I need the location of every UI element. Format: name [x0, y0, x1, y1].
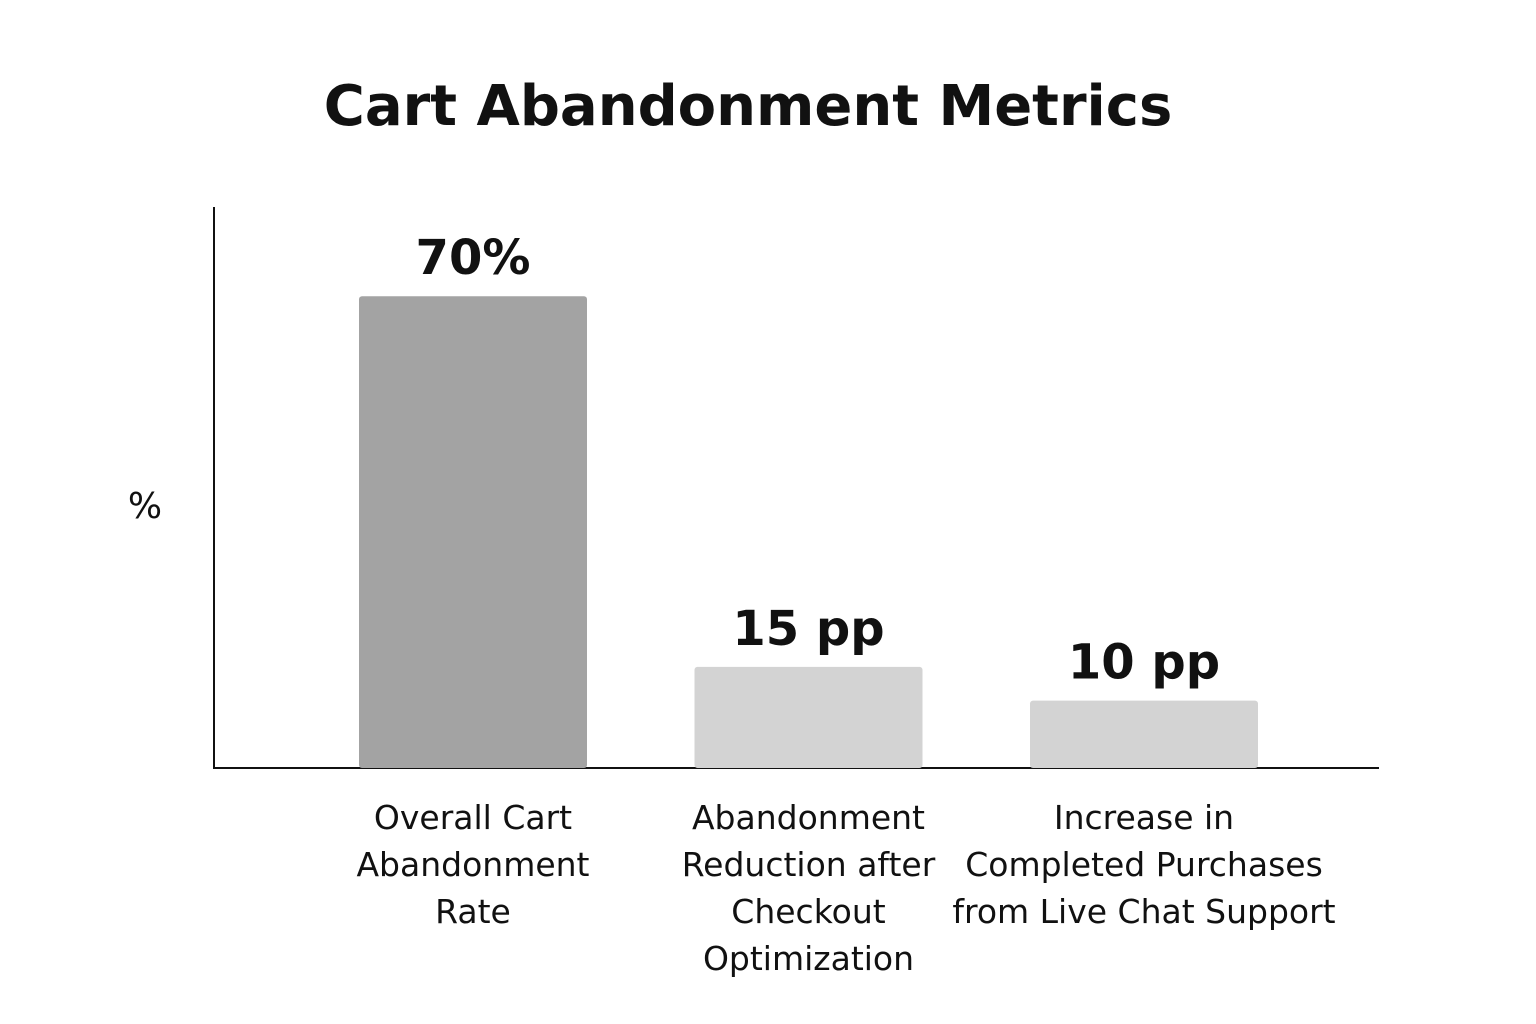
category-label-line: Completed Purchases	[965, 845, 1323, 884]
category-label-line: Abandonment	[356, 845, 589, 884]
category-label-2: Abandonment Reduction after Checkout Optimi…	[682, 798, 936, 978]
category-labels: Overall Cart Abandonment Rate Abandonment Re…	[356, 798, 1335, 978]
value-labels: 70% 15 pp 10 pp	[416, 230, 1221, 690]
bar-value-label-3: 10 pp	[1068, 635, 1220, 691]
category-label-line: Optimization	[703, 939, 914, 978]
bar-3	[1030, 700, 1258, 768]
category-label-line: Abandonment	[692, 798, 925, 837]
chart-title: Cart Abandonment Metrics	[324, 74, 1173, 139]
category-label-line: Overall Cart	[374, 798, 572, 837]
category-label-line: from Live Chat Support	[952, 892, 1335, 931]
bar-value-label-2: 15 pp	[732, 601, 884, 657]
category-label-line: Checkout	[731, 892, 885, 931]
bars	[359, 296, 1258, 768]
category-label-line: Rate	[435, 892, 511, 931]
category-label-3: Increase in Completed Purchases from Live …	[952, 798, 1335, 931]
category-label-line: Reduction after	[682, 845, 936, 884]
bar-2	[694, 666, 923, 768]
bar-value-label-1: 70%	[416, 230, 531, 286]
bar-1	[359, 296, 587, 768]
y-axis-label: %	[128, 486, 162, 527]
category-label-line: Increase in	[1054, 798, 1234, 837]
category-label-1: Overall Cart Abandonment Rate	[356, 798, 589, 931]
